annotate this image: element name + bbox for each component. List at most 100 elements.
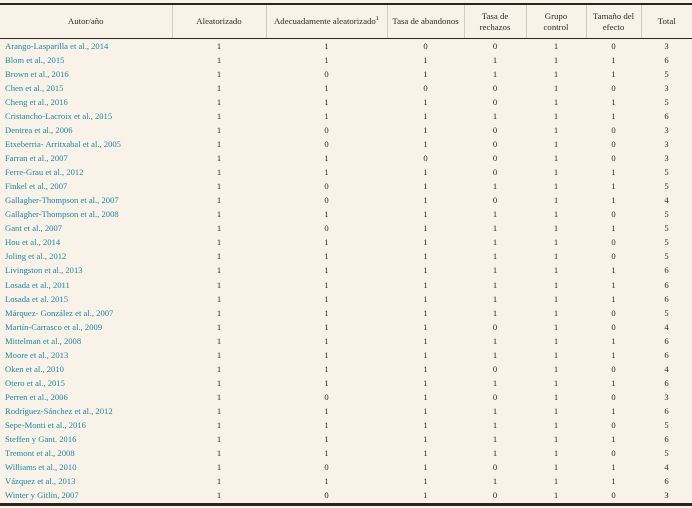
column-header-tasa-rechazos: Tasa de rechazos [463, 4, 526, 39]
author-citation-link[interactable]: Losada et al. 2015 [5, 293, 69, 304]
value-cell-grupo-control: 1 [553, 125, 559, 135]
value-cell-grupo-control: 1 [553, 405, 559, 416]
value-cell-tasa-rechazos: 1 [492, 54, 498, 65]
author-citation-link[interactable]: Perren et al., 2006 [5, 391, 68, 402]
value-cell-tasa-rechazos: 1 [492, 293, 498, 304]
author-citation-link[interactable]: Joling et al., 2012 [5, 251, 67, 262]
table-row: Gallagher-Thompson et al., 2007 1 0 1 0 1 1 4 [0, 194, 692, 208]
value-cell-tasa-abandonos: 1 [423, 96, 428, 107]
value-cell-aleatorizado: 1 [216, 181, 222, 192]
value-cell-tasa-abandonos: 0 [423, 40, 428, 51]
value-cell-adecuadamente-aleatorizado: 0 [324, 391, 329, 402]
value-cell-tasa-abandonos: 1 [423, 125, 428, 135]
value-cell-tamano-efecto: 0 [611, 490, 616, 501]
column-header-tamano-efecto: Tamaño del efecto [585, 4, 641, 39]
value-cell-total: 6 [664, 377, 669, 388]
value-cell-aleatorizado: 1 [216, 68, 222, 79]
value-cell-aleatorizado: 1 [216, 279, 222, 290]
value-cell-tamano-efecto: 0 [611, 40, 616, 51]
table-row: Winter y Gitlin, 2007 1 0 1 0 1 0 3 [0, 489, 692, 505]
author-citation-link[interactable]: Dentrea et al., 2006 [5, 125, 73, 135]
author-citation-link[interactable]: Etxeberria- Arritxabal et al., 2005 [5, 139, 121, 150]
author-citation-link[interactable]: Finkel et al., 2007 [5, 181, 68, 192]
author-citation-link[interactable]: Tremont et al., 2008 [5, 448, 75, 459]
value-cell-tasa-rechazos: 1 [492, 237, 498, 248]
value-cell-aleatorizado: 1 [216, 363, 222, 374]
value-cell-grupo-control: 1 [553, 195, 559, 206]
value-cell-tasa-abandonos: 1 [423, 139, 428, 150]
author-citation-link[interactable]: Vázquez et al., 2013 [5, 476, 76, 487]
value-cell-adecuadamente-aleatorizado: 1 [324, 377, 329, 388]
value-cell-adecuadamente-aleatorizado: 1 [324, 476, 329, 487]
table-row: Livingston et al., 2013 1 1 1 1 1 1 6 [0, 264, 692, 278]
author-citation-link[interactable]: Livingston et al., 2013 [5, 265, 83, 276]
value-cell-total: 6 [664, 265, 669, 276]
author-citation-link[interactable]: Williams et al., 2010 [5, 462, 77, 473]
author-citation-link[interactable]: Moore et al., 2013 [5, 349, 69, 360]
author-citation-link[interactable]: Brown et al., 2016 [5, 68, 69, 79]
value-cell-grupo-control: 1 [553, 237, 559, 248]
table-row: Chen et al., 2015 1 1 0 0 1 0 3 [0, 81, 692, 95]
value-cell-tasa-abandonos: 1 [423, 54, 428, 65]
author-citation-link[interactable]: Farran et al., 2007 [5, 153, 68, 164]
author-citation-link[interactable]: Losada et al., 2011 [5, 279, 70, 290]
study-quality-table: Autor/año Aleatorizado Adecuadamente aleat… [0, 3, 692, 506]
author-citation-link[interactable]: Hou et al., 2014 [5, 237, 61, 248]
column-header-tasa-abandonos: Tasa de abandonos [386, 4, 464, 39]
table-row: Farran et al., 2007 1 1 0 0 1 0 3 [0, 151, 692, 165]
value-cell-tasa-abandonos: 1 [423, 251, 428, 262]
table-row: Dentrea et al., 2006 1 0 1 0 1 0 3 [0, 123, 692, 137]
value-cell-tamano-efecto: 1 [611, 377, 616, 388]
value-cell-grupo-control: 1 [553, 279, 559, 290]
value-cell-tasa-rechazos: 0 [492, 82, 498, 93]
value-cell-adecuadamente-aleatorizado: 1 [324, 96, 329, 107]
author-citation-link[interactable]: Blom et al., 2015 [5, 54, 65, 65]
value-cell-total: 6 [664, 293, 669, 304]
author-citation-link[interactable]: Gallagher-Thompson et al., 2007 [5, 195, 119, 206]
author-citation-link[interactable]: Mittelman et al., 2008 [5, 335, 82, 346]
value-cell-aleatorizado: 1 [216, 476, 222, 487]
value-cell-tamano-efecto: 1 [611, 476, 616, 487]
value-cell-tasa-abandonos: 0 [423, 153, 428, 164]
author-citation-link[interactable]: Oken et al., 2010 [5, 363, 64, 374]
value-cell-tasa-rechazos: 0 [492, 167, 498, 178]
value-cell-tasa-rechazos: 1 [492, 377, 498, 388]
author-citation-link[interactable]: Gallagher-Thompson et al., 2008 [5, 209, 119, 220]
value-cell-tamano-efecto: 1 [611, 265, 616, 276]
column-header-total: Total [640, 4, 692, 39]
value-cell-adecuadamente-aleatorizado: 0 [324, 462, 329, 473]
author-citation-link[interactable]: Arango-Lasparilla et al., 2014 [5, 40, 109, 51]
author-citation-link[interactable]: Martín-Carrasco et al., 2009 [5, 321, 103, 332]
author-citation-link[interactable]: Sepe-Monti et al., 2016 [5, 419, 86, 430]
author-citation-link[interactable]: Rodríguez-Sánchez et al., 2012 [5, 405, 113, 416]
value-cell-total: 5 [664, 96, 669, 107]
value-cell-total: 3 [664, 125, 669, 135]
value-cell-grupo-control: 1 [553, 265, 559, 276]
value-cell-total: 5 [664, 448, 669, 459]
value-cell-tamano-efecto: 1 [611, 349, 616, 360]
author-citation-link[interactable]: Winter y Gitlin, 2007 [5, 490, 79, 501]
header-row: Autor/año Aleatorizado Adecuadamente aleat… [0, 4, 692, 39]
value-cell-tasa-rechazos: 1 [492, 307, 498, 318]
value-cell-tasa-abandonos: 1 [423, 265, 428, 276]
value-cell-tamano-efecto: 0 [611, 251, 616, 262]
author-citation-link[interactable]: Ferre-Grau et al., 2012 [5, 167, 84, 178]
author-citation-link[interactable]: Chen et al., 2015 [5, 82, 64, 93]
author-citation-link[interactable]: Márquez- González et al., 2007 [5, 307, 114, 318]
value-cell-total: 5 [664, 237, 669, 248]
author-citation-link[interactable]: Cheng et al., 2016 [5, 96, 68, 107]
value-cell-total: 4 [664, 462, 669, 473]
table-row: Tremont et al., 2008 1 1 1 1 1 0 5 [0, 446, 692, 460]
table-row: Perren et al., 2006 1 0 1 0 1 0 3 [0, 390, 692, 404]
author-citation-link[interactable]: Gant et al., 2007 [5, 223, 63, 234]
author-citation-link[interactable]: Steffen y Gant. 2016 [5, 434, 77, 445]
value-cell-adecuadamente-aleatorizado: 1 [324, 363, 329, 374]
table-row: Brown et al., 2016 1 0 1 1 1 1 5 [0, 67, 692, 81]
value-cell-tasa-rechazos: 1 [492, 434, 498, 445]
value-cell-adecuadamente-aleatorizado: 1 [324, 110, 329, 121]
value-cell-grupo-control: 1 [553, 335, 559, 346]
value-cell-grupo-control: 1 [553, 82, 559, 93]
author-citation-link[interactable]: Cristancho-Lacroix et al., 2015 [5, 110, 113, 121]
value-cell-tasa-abandonos: 1 [423, 349, 428, 360]
author-citation-link[interactable]: Otero et al., 2015 [5, 377, 65, 388]
